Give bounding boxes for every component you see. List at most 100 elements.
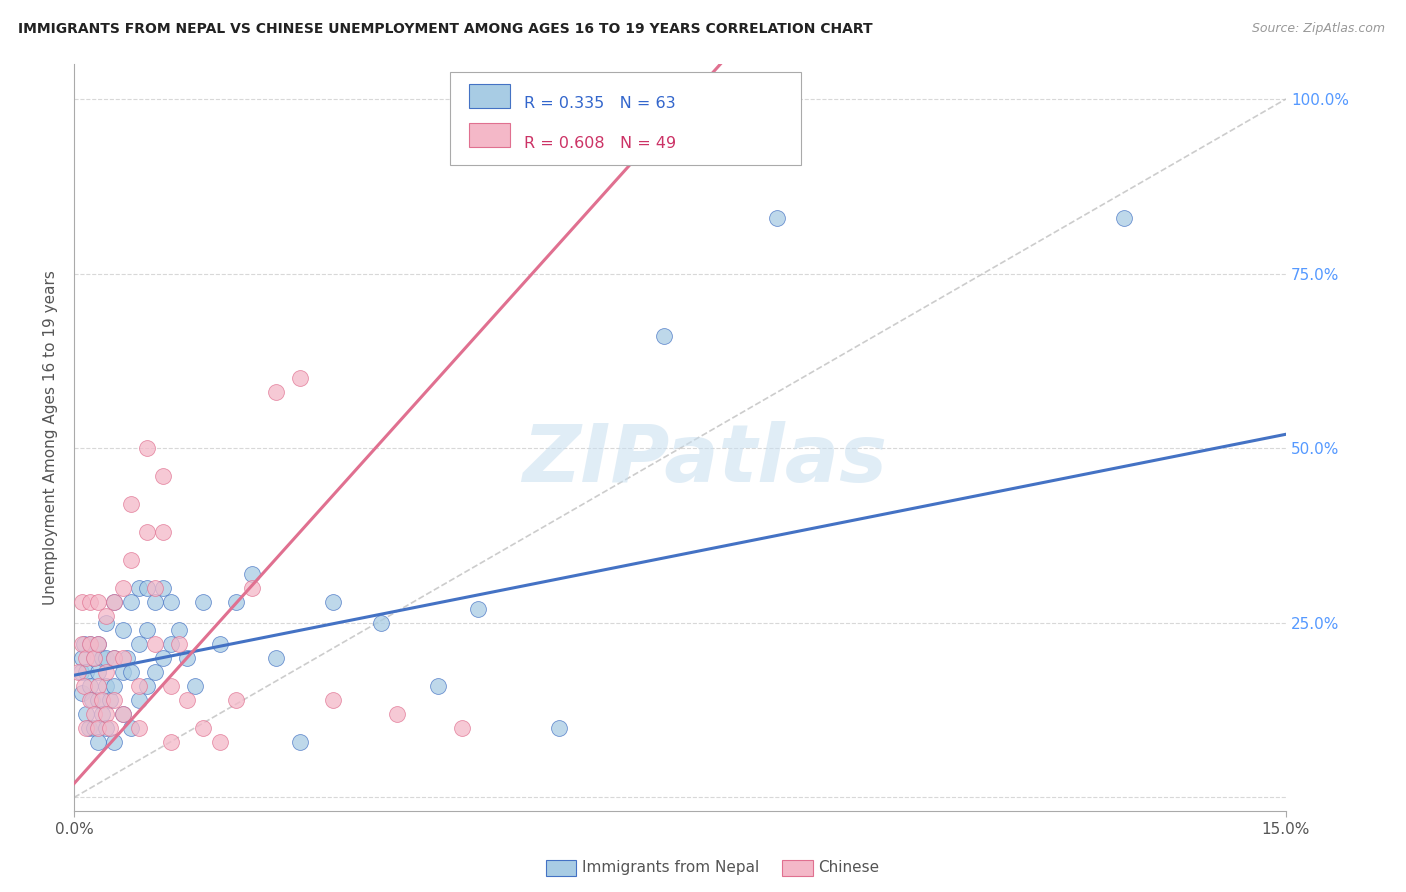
Point bbox=[100, 721, 122, 735]
Point bbox=[96, 665, 118, 679]
Point bbox=[103, 595, 125, 609]
Point bbox=[225, 595, 247, 609]
Point bbox=[120, 553, 142, 567]
Point bbox=[128, 637, 150, 651]
Point bbox=[87, 721, 110, 735]
Point bbox=[75, 721, 97, 735]
Point bbox=[152, 524, 174, 539]
Point bbox=[77, 721, 100, 735]
Point bbox=[103, 692, 125, 706]
Point bbox=[184, 679, 207, 693]
Text: Chinese: Chinese bbox=[818, 861, 879, 875]
Point bbox=[100, 692, 122, 706]
Point bbox=[87, 692, 110, 706]
Point bbox=[111, 623, 134, 637]
Text: R = 0.335   N = 63: R = 0.335 N = 63 bbox=[523, 96, 675, 112]
Point bbox=[240, 581, 263, 595]
Point bbox=[143, 595, 166, 609]
Point bbox=[73, 679, 96, 693]
Point bbox=[103, 650, 125, 665]
Point bbox=[176, 692, 198, 706]
Point bbox=[87, 665, 110, 679]
Point bbox=[67, 665, 90, 679]
Point bbox=[96, 679, 118, 693]
Point bbox=[322, 692, 344, 706]
Point bbox=[160, 679, 183, 693]
Point bbox=[143, 581, 166, 595]
Point bbox=[193, 595, 215, 609]
Point bbox=[167, 637, 190, 651]
Point bbox=[167, 623, 190, 637]
Point bbox=[70, 637, 93, 651]
Point bbox=[87, 734, 110, 748]
Point bbox=[135, 623, 157, 637]
Point bbox=[370, 615, 392, 630]
Point bbox=[135, 679, 157, 693]
Point bbox=[128, 692, 150, 706]
Point bbox=[70, 650, 93, 665]
Point bbox=[79, 637, 101, 651]
Point bbox=[83, 650, 105, 665]
Point bbox=[1114, 211, 1136, 225]
Point bbox=[69, 665, 91, 679]
Point bbox=[652, 329, 675, 343]
Point bbox=[128, 581, 150, 595]
Point bbox=[322, 595, 344, 609]
Point bbox=[160, 595, 183, 609]
Point bbox=[103, 650, 125, 665]
Text: IMMIGRANTS FROM NEPAL VS CHINESE UNEMPLOYMENT AMONG AGES 16 TO 19 YEARS CORRELAT: IMMIGRANTS FROM NEPAL VS CHINESE UNEMPLO… bbox=[18, 22, 873, 37]
Point bbox=[290, 371, 312, 385]
Point bbox=[91, 692, 114, 706]
Point bbox=[451, 721, 474, 735]
Point bbox=[152, 469, 174, 483]
Point bbox=[111, 665, 134, 679]
FancyBboxPatch shape bbox=[450, 71, 801, 165]
Point bbox=[240, 566, 263, 581]
Point bbox=[79, 692, 101, 706]
Point bbox=[83, 706, 105, 721]
Point bbox=[264, 385, 287, 400]
Point bbox=[91, 706, 114, 721]
Point bbox=[766, 211, 789, 225]
Point bbox=[103, 595, 125, 609]
Point bbox=[75, 665, 97, 679]
Point bbox=[75, 706, 97, 721]
Point bbox=[467, 602, 489, 616]
Point bbox=[79, 637, 101, 651]
Point bbox=[103, 734, 125, 748]
Point bbox=[152, 650, 174, 665]
Point bbox=[264, 650, 287, 665]
Point bbox=[103, 679, 125, 693]
Point bbox=[96, 706, 118, 721]
Point bbox=[79, 679, 101, 693]
Text: Immigrants from Nepal: Immigrants from Nepal bbox=[582, 861, 759, 875]
Point bbox=[160, 637, 183, 651]
Point bbox=[128, 679, 150, 693]
Point bbox=[387, 706, 409, 721]
Point bbox=[120, 665, 142, 679]
Point bbox=[120, 595, 142, 609]
Point bbox=[208, 734, 231, 748]
Text: R = 0.608   N = 49: R = 0.608 N = 49 bbox=[523, 136, 676, 151]
Point bbox=[128, 721, 150, 735]
Point bbox=[547, 721, 569, 735]
Point bbox=[120, 497, 142, 511]
Point bbox=[80, 692, 103, 706]
Point bbox=[83, 721, 105, 735]
Point bbox=[79, 595, 101, 609]
Point bbox=[135, 581, 157, 595]
Point bbox=[426, 679, 449, 693]
Point bbox=[70, 686, 93, 700]
Bar bbox=[470, 84, 510, 108]
Point bbox=[91, 650, 114, 665]
Y-axis label: Unemployment Among Ages 16 to 19 years: Unemployment Among Ages 16 to 19 years bbox=[44, 270, 58, 605]
Point bbox=[135, 524, 157, 539]
Point bbox=[208, 637, 231, 651]
Point bbox=[152, 581, 174, 595]
Point bbox=[87, 637, 110, 651]
Point bbox=[87, 637, 110, 651]
Point bbox=[96, 615, 118, 630]
Point bbox=[290, 734, 312, 748]
Point bbox=[115, 650, 138, 665]
Point bbox=[135, 441, 157, 455]
